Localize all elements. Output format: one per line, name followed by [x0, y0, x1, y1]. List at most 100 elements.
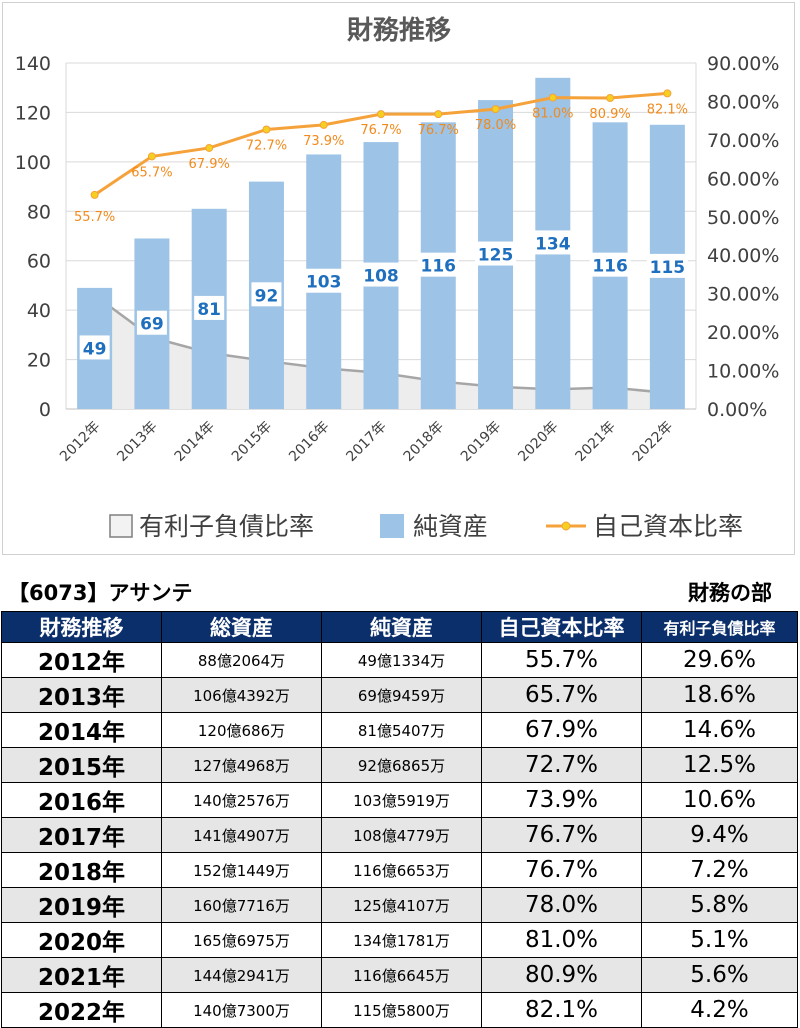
y2-tick-label: 60.00% — [707, 168, 779, 190]
y2-tick-label: 80.00% — [707, 91, 779, 113]
cell-year: 2018年 — [1, 852, 162, 888]
equity-ratio-point — [491, 105, 500, 114]
cell-debt-ratio: 9.4% — [641, 817, 798, 853]
y-tick-label: 100 — [15, 152, 51, 174]
bar-data-label: 69 — [140, 315, 164, 335]
bar-label-box — [79, 335, 110, 360]
cell-equity-ratio: 72.7% — [481, 747, 642, 783]
equity-ratio-point — [606, 93, 615, 102]
debt-ratio-area — [94, 295, 668, 409]
cell-debt-ratio: 5.1% — [641, 922, 798, 958]
line-data-label: 78.0% — [475, 118, 516, 133]
cell-total-assets: 120億686万 — [161, 712, 322, 748]
chart-title: 財務推移 — [347, 16, 451, 46]
bar-data-label: 134 — [535, 234, 571, 254]
cell-equity-ratio: 81.0% — [481, 922, 642, 958]
cell-equity-ratio: 55.7% — [481, 642, 642, 678]
cell-total-assets: 160億7716万 — [161, 887, 322, 923]
table-row: 2014年 120億686万 81億5407万 67.9% 14.6% — [1, 712, 798, 748]
x-tick-label: 2017年 — [343, 419, 389, 465]
header-equity-ratio: 自己資本比率 — [481, 611, 642, 643]
y-tick-label: 80 — [27, 201, 51, 223]
x-tick-label: 2015年 — [229, 419, 275, 465]
cell-year: 2020年 — [1, 922, 162, 958]
header-debt-ratio: 有利子負債比率 — [641, 611, 798, 643]
cell-year: 2016年 — [1, 782, 162, 818]
cell-total-assets: 106億4392万 — [161, 677, 322, 713]
bar-data-label: 81 — [197, 300, 221, 320]
cell-year: 2012年 — [1, 642, 162, 678]
line-data-label: 67.9% — [189, 157, 230, 172]
table-row: 2016年 140億2576万 103億5919万 73.9% 10.6% — [1, 782, 798, 818]
equity-ratio-point — [147, 152, 156, 161]
section-title: 財務の部 — [688, 581, 772, 605]
cell-debt-ratio: 5.8% — [641, 887, 798, 923]
x-tick-label: 2019年 — [458, 419, 504, 465]
cell-equity-ratio: 65.7% — [481, 677, 642, 713]
y-tick-label: 0 — [39, 399, 51, 421]
cell-year: 2014年 — [1, 712, 162, 748]
y-tick-label: 20 — [27, 350, 51, 372]
cell-total-assets: 165億6975万 — [161, 922, 322, 958]
line-data-label: 65.7% — [131, 165, 172, 180]
legend-marker-equity-ratio — [561, 521, 571, 531]
equity-ratio-point — [548, 93, 557, 102]
y2-tick-label: 20.00% — [707, 322, 779, 344]
line-data-label: 80.9% — [589, 107, 630, 122]
cell-total-assets: 140億7300万 — [161, 992, 322, 1028]
line-data-label: 72.7% — [246, 139, 287, 154]
equity-ratio-point — [262, 125, 271, 134]
cell-total-assets: 140億2576万 — [161, 782, 322, 818]
bar-data-label: 108 — [363, 267, 399, 287]
bar-label-box — [417, 252, 459, 277]
y-tick-label: 140 — [15, 53, 51, 75]
cell-net-assets: 116億6645万 — [321, 957, 482, 993]
table-row: 2013年 106億4392万 69億9459万 65.7% 18.6% — [1, 677, 798, 713]
table-row: 2017年 141億4907万 108億4779万 76.7% 9.4% — [1, 817, 798, 853]
bar-data-label: 103 — [306, 273, 342, 293]
chart-frame: 財務推移 0 20 40 60 80 100 120 140 0.00% 10.00% 20.00% 3… — [2, 2, 795, 555]
bar-label-box — [646, 253, 688, 278]
cell-debt-ratio: 14.6% — [641, 712, 798, 748]
cell-total-assets: 88億2064万 — [161, 642, 322, 678]
cell-debt-ratio: 29.6% — [641, 642, 798, 678]
cell-debt-ratio: 7.2% — [641, 852, 798, 888]
cell-net-assets: 108億4779万 — [321, 817, 482, 853]
legend-swatch-debt-ratio — [109, 514, 133, 538]
bar-label-box — [589, 252, 631, 277]
equity-ratio-point — [377, 110, 385, 119]
y2-tick-label: 70.00% — [707, 130, 779, 152]
cell-net-assets: 81億5407万 — [321, 712, 482, 748]
finance-table: 財務推移 総資産 純資産 自己資本比率 有利子負債比率 2012年 88億2064… — [1, 611, 798, 1028]
cell-net-assets: 69億9459万 — [321, 677, 482, 713]
cell-total-assets: 127億4968万 — [161, 747, 322, 783]
table-row: 2019年 160億7716万 125億4107万 78.0% 5.8% — [1, 887, 798, 923]
header-total-assets: 総資産 — [161, 611, 322, 643]
equity-ratio-point — [434, 110, 443, 119]
y-tick-label: 120 — [15, 102, 51, 124]
bar-label-box — [251, 282, 282, 307]
legend-label-equity-ratio: 自己資本比率 — [593, 512, 743, 541]
line-data-label: 81.0% — [532, 107, 573, 122]
x-tick-label: 2021年 — [573, 419, 619, 465]
legend-swatch-net-assets — [380, 514, 404, 538]
bar-label-box — [532, 230, 574, 255]
cell-debt-ratio: 10.6% — [641, 782, 798, 818]
equity-ratio-point — [663, 89, 672, 98]
table-row: 2018年 152億1449万 116億6653万 76.7% 7.2% — [1, 852, 798, 888]
cell-equity-ratio: 73.9% — [481, 782, 642, 818]
bar-label-box — [360, 262, 402, 287]
table-row: 2012年 88億2064万 49億1334万 55.7% 29.6% — [1, 642, 798, 678]
bar-label-box — [303, 268, 345, 293]
cell-equity-ratio: 82.1% — [481, 992, 642, 1028]
table-row: 2021年 144億2941万 116億6645万 80.9% 5.6% — [1, 957, 798, 993]
bar-label-box — [194, 295, 225, 320]
table-body: 2012年 88億2064万 49億1334万 55.7% 29.6% 2013年 106億… — [1, 642, 798, 1028]
cell-net-assets: 116億6653万 — [321, 852, 482, 888]
cell-year: 2021年 — [1, 957, 162, 993]
bar-data-label: 116 — [592, 257, 628, 277]
table-row: 2015年 127億4968万 92億6865万 72.7% 12.5% — [1, 747, 798, 783]
finance-chart: 財務推移 0 20 40 60 80 100 120 140 0.00% 10.00% 20.00% 3… — [15, 16, 780, 541]
x-tick-label: 2014年 — [172, 419, 218, 465]
line-data-label: 82.1% — [647, 102, 688, 117]
